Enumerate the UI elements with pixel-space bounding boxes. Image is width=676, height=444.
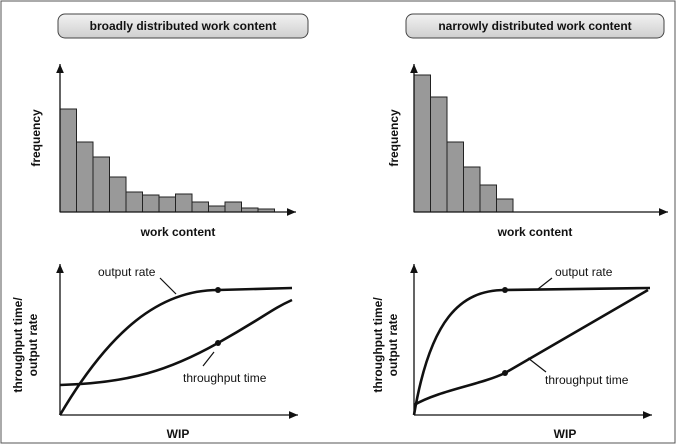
y-axis-label: throughput time/ — [371, 297, 385, 393]
bar — [496, 198, 514, 213]
point — [502, 370, 508, 376]
bar — [76, 141, 94, 213]
bar — [158, 196, 176, 213]
bar — [208, 205, 226, 213]
title-pill — [405, 13, 665, 39]
curve-label: output rate — [98, 265, 156, 279]
throughput-curve — [59, 298, 293, 387]
y-axis-label: throughput time/ — [11, 297, 25, 393]
bar — [446, 141, 464, 213]
title-pill — [57, 13, 309, 39]
bar — [191, 201, 209, 213]
leader — [527, 357, 547, 373]
bar — [430, 96, 448, 213]
bar — [59, 108, 77, 213]
leader — [159, 277, 177, 295]
leader — [202, 351, 215, 367]
y-axis-label: output rate — [26, 313, 40, 376]
bar — [109, 176, 127, 213]
x-axis-label: WIP — [554, 427, 577, 441]
bar — [463, 166, 481, 213]
leader — [537, 277, 553, 290]
curve-label: throughput time — [545, 373, 629, 387]
curve-label: output rate — [555, 265, 613, 279]
bar — [413, 74, 431, 213]
y-axis-label: frequency — [29, 109, 43, 167]
bar — [479, 184, 497, 213]
x-axis-label: work content — [140, 225, 216, 239]
bar — [175, 193, 193, 213]
y-axis-label: frequency — [387, 109, 401, 167]
y-axis-label: output rate — [386, 313, 400, 376]
bar — [224, 201, 242, 213]
panel-title: narrowly distributed work content — [438, 19, 631, 33]
curve-label: throughput time — [183, 371, 267, 385]
x-axis-label: WIP — [167, 427, 190, 441]
x-axis-label: work content — [497, 225, 573, 239]
point — [502, 287, 508, 293]
point — [215, 287, 221, 293]
bar — [142, 194, 160, 213]
histograms — [56, 63, 668, 216]
bar — [125, 191, 143, 213]
bar — [92, 156, 110, 213]
output-curve — [412, 286, 651, 416]
panel-title: broadly distributed work content — [90, 19, 277, 33]
point — [215, 340, 221, 346]
